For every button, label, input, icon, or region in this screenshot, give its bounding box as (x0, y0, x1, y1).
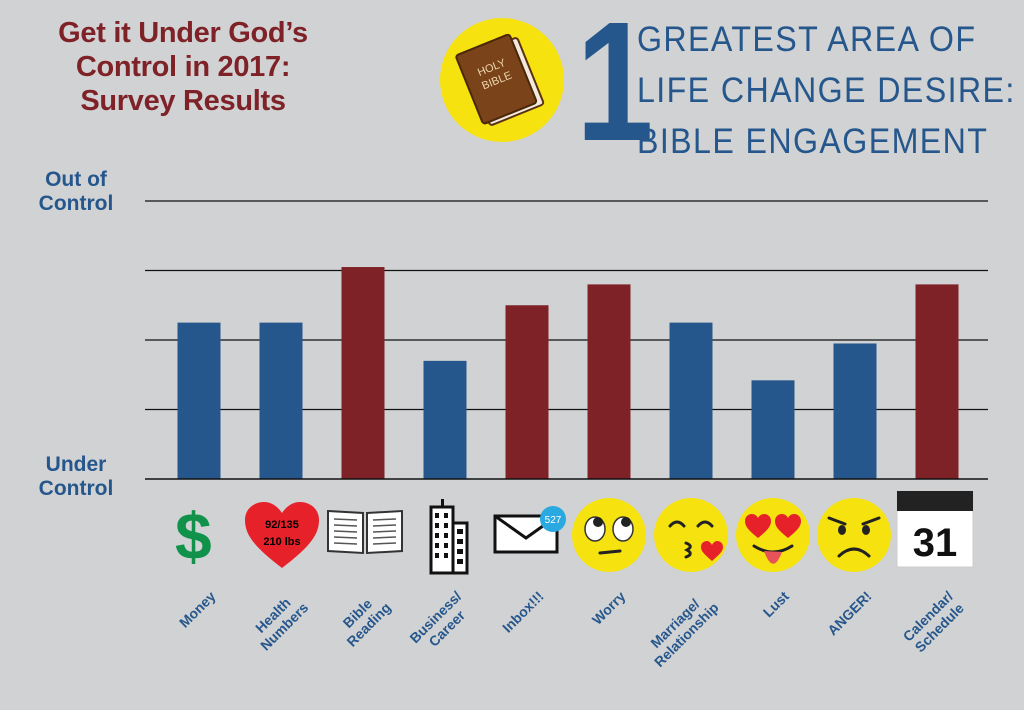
bar (423, 360, 467, 479)
eye-roll-emoji-icon (570, 496, 648, 579)
y-axis-bottom-label: Under Control (38, 453, 114, 500)
inbox-badge: 527 (545, 515, 562, 526)
chart-title: Get it Under God’s Control in 2017: Surv… (18, 16, 348, 118)
health-line-2: 210 lbs (263, 536, 300, 548)
health-line-1: 92/135 (265, 519, 299, 531)
calendar-icon: 31 (896, 490, 974, 573)
headline-line-2: LIFE CHANGE DESIRE: (637, 71, 1016, 110)
calendar-day: 31 (913, 521, 958, 565)
angry-emoji-icon (815, 496, 893, 579)
bar (833, 343, 877, 479)
headline: GREATEST AREA OF LIFE CHANGE DESIRE: BIB… (637, 14, 1016, 167)
headline-line-1: GREATEST AREA OF (637, 20, 977, 59)
headline-line-3: BIBLE ENGAGEMENT (637, 122, 989, 161)
bar (259, 322, 303, 479)
holy-bible-icon: HOLY BIBLE (440, 18, 564, 142)
envelope-icon: 527 (493, 504, 567, 561)
heart-eyes-tongue-emoji-icon (734, 496, 812, 581)
y-axis-top-label: Out of Control (38, 168, 114, 215)
title-line-1: Get it Under God’s (58, 17, 308, 49)
heart-icon: 92/135 210 lbs (243, 500, 321, 577)
dollar-symbol: $ (175, 499, 212, 573)
headline-number: 1 (576, 0, 654, 177)
title-line-2: Control in 2017: (75, 51, 291, 83)
open-book-icon (326, 507, 404, 560)
bar (587, 284, 631, 479)
kiss-emoji-icon (652, 496, 730, 579)
bar (177, 322, 221, 479)
title-line-3: Survey Results (80, 85, 286, 117)
bar (341, 267, 385, 479)
dollar-icon: $ (175, 500, 212, 572)
bar (751, 380, 795, 479)
building-icon (425, 497, 469, 580)
bar (669, 322, 713, 479)
bar (915, 284, 959, 479)
bar (505, 305, 549, 479)
